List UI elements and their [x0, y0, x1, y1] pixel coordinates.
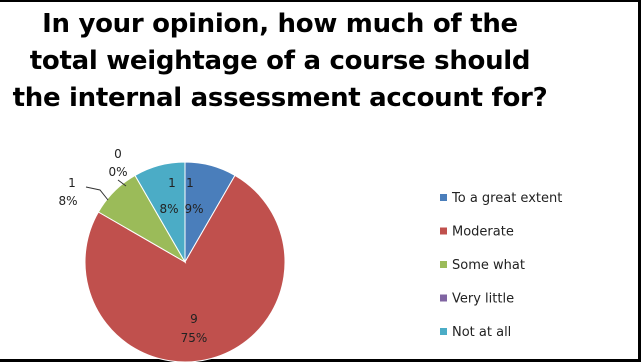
frame-bottom-border	[0, 359, 641, 362]
legend-swatch	[440, 227, 447, 235]
data-label-value: 1	[68, 176, 76, 190]
legend-label: Not at all	[452, 325, 511, 340]
leader-line	[117, 179, 127, 187]
chart-title-line-1: In your opinion, how much of the	[42, 9, 518, 39]
data-labels: 1 9% 9 75% 1 8% 0 0% 1 8%	[58, 147, 207, 345]
frame-top-border	[0, 0, 641, 2]
pie-slice-not-at-all	[134, 161, 186, 264]
legend-label: Some what	[452, 258, 525, 273]
data-label-percent: 0%	[108, 165, 127, 179]
chart-title-line-3: the internal assessment account for?	[12, 83, 548, 113]
data-label-value: 0	[114, 147, 122, 161]
legend-swatch	[440, 194, 447, 201]
legend-swatch	[440, 261, 447, 268]
data-label-percent: 75%	[181, 331, 208, 345]
pie-slice-moderate	[84, 174, 286, 362]
pie-slices	[84, 161, 286, 362]
data-label-percent: 9%	[184, 202, 203, 216]
legend-label: Very little	[452, 292, 514, 307]
data-label-percent: 8%	[159, 202, 178, 216]
legend: To a great extent Moderate Some what Very l…	[440, 191, 562, 340]
frame-right-border	[638, 0, 641, 362]
chart-title-line-2: total weightage of a course should	[29, 46, 531, 76]
data-label-value: 1	[186, 176, 194, 190]
data-label-value: 1	[168, 176, 176, 190]
legend-swatch	[440, 328, 447, 335]
legend-label: Moderate	[452, 225, 514, 240]
legend-label: To a great extent	[451, 191, 562, 206]
data-label-percent: 8%	[58, 194, 77, 208]
chart-title: In your opinion, how much of the total w…	[0, 6, 560, 117]
legend-swatch	[440, 294, 447, 302]
data-label-value: 9	[190, 312, 198, 326]
leader-line	[85, 186, 109, 201]
